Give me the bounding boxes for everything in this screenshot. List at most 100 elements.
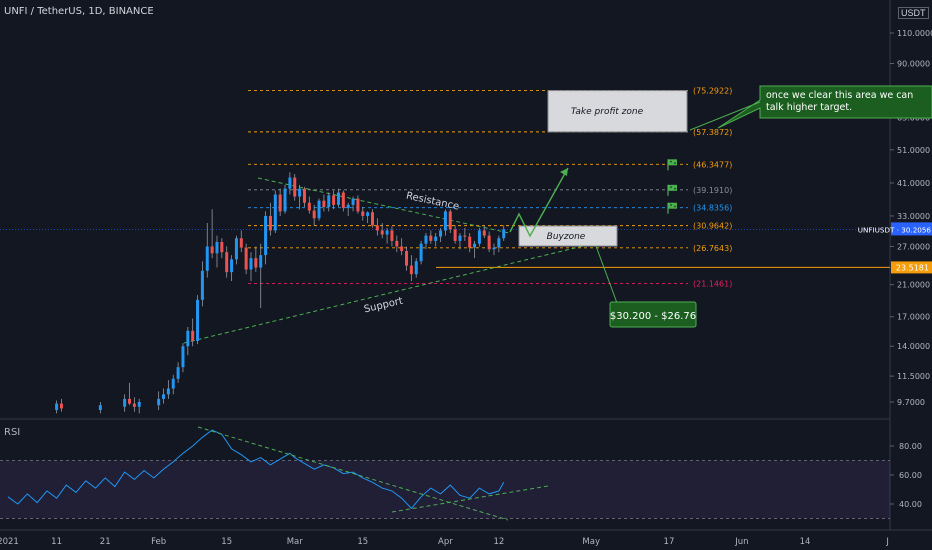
- candle-body: [123, 398, 127, 407]
- candle-body: [196, 299, 200, 341]
- candle-body: [132, 403, 136, 407]
- last-price-tag: [891, 222, 932, 236]
- candle-body: [293, 177, 297, 197]
- candle-body: [453, 229, 457, 241]
- candle-body: [502, 229, 506, 239]
- time-tick-label: Feb: [151, 537, 166, 547]
- candle-body: [210, 246, 214, 254]
- candle-body: [244, 247, 248, 270]
- candle-body: [191, 330, 195, 341]
- flag-icon: [667, 159, 677, 171]
- candle-body: [341, 192, 345, 208]
- candle-body: [336, 192, 340, 205]
- candle-body: [468, 236, 472, 248]
- candle-body: [463, 235, 467, 237]
- candle-body: [225, 252, 229, 273]
- candle-body: [448, 211, 452, 230]
- candle-body: [137, 402, 141, 407]
- candle-body: [307, 202, 311, 211]
- candle-body: [346, 204, 350, 208]
- rsi-line: [7, 429, 505, 510]
- price-tick-label: 27.0000: [897, 242, 930, 251]
- time-tick-label: Apr: [438, 537, 453, 547]
- candle-body: [59, 403, 63, 409]
- candle-body: [473, 243, 477, 248]
- candle-body: [157, 398, 161, 406]
- candle-body: [380, 230, 384, 235]
- candle-body: [434, 236, 438, 241]
- time-tick-label: 17: [664, 537, 675, 547]
- level-label: (21.1461): [693, 280, 732, 289]
- candle-body: [482, 230, 486, 236]
- candle-body: [128, 398, 131, 404]
- flag-icon: [667, 202, 677, 214]
- candle-body: [264, 215, 268, 256]
- time-tick-label: 2021: [0, 537, 19, 547]
- candle-body: [395, 240, 399, 247]
- candle-body: [414, 261, 418, 275]
- candle-body: [181, 346, 185, 368]
- callout-top-line2: talk higher target.: [766, 102, 852, 113]
- candle-body: [477, 230, 481, 244]
- candle-body: [497, 238, 501, 248]
- level-label: (39.1910): [693, 186, 732, 195]
- candle-body: [55, 403, 59, 411]
- callout-bottom-label: $30.200 - $26.76: [610, 311, 696, 322]
- price-tick-label: 41.0000: [897, 179, 930, 188]
- price-tick-label: 17.0000: [897, 313, 930, 322]
- candle-body: [249, 258, 253, 270]
- rsi-tick-label: 80.00: [899, 442, 922, 451]
- buyzone-box: [518, 225, 618, 247]
- candle-body: [205, 246, 209, 271]
- projection-path: [509, 167, 569, 238]
- candle-body: [322, 200, 326, 208]
- candle-body: [283, 188, 287, 212]
- currency-label[interactable]: USDT: [898, 7, 929, 19]
- candle-body: [366, 212, 370, 216]
- candle-body: [278, 194, 282, 212]
- time-tick-label: 15: [221, 537, 232, 547]
- time-tick-label: 12: [493, 537, 504, 547]
- candle-body: [487, 235, 491, 250]
- rsi-tick-label: 40.00: [899, 500, 922, 509]
- candle-body: [171, 378, 175, 389]
- flag-icon: [667, 184, 677, 196]
- candle-body: [186, 330, 190, 347]
- time-tick-label: 21: [100, 537, 111, 547]
- callout-top-pointer: [689, 101, 761, 131]
- candle-body: [239, 238, 243, 248]
- time-tick-label: 11: [51, 537, 62, 547]
- symbol-label[interactable]: UNFI / TetherUS, 1D, BINANCE: [4, 6, 154, 17]
- price-tick-label: 110.0000: [897, 29, 932, 38]
- price-tick-label: 14.0000: [897, 342, 930, 351]
- rsi-label[interactable]: RSI: [4, 427, 21, 438]
- candle-body: [317, 200, 321, 219]
- price-tick-label: 51.0000: [897, 146, 930, 155]
- candle-body: [176, 367, 180, 379]
- callout-bottom-bubble: [609, 301, 697, 328]
- level-label: (75.2922): [693, 87, 732, 96]
- level-label: (34.8356): [693, 204, 732, 213]
- level-label: (26.7643): [693, 244, 732, 253]
- level-label: (30.9642): [693, 222, 732, 231]
- candle-body: [200, 270, 204, 300]
- candle-body: [288, 177, 292, 189]
- candle-body: [375, 225, 379, 231]
- rsi-resistance-trendline: [197, 426, 509, 521]
- candle-body: [298, 188, 302, 197]
- time-tick-label: May: [582, 537, 600, 547]
- candle-body: [220, 242, 224, 253]
- candle-body: [98, 405, 102, 411]
- candle-body: [273, 194, 277, 231]
- time-tick-label: 15: [357, 537, 368, 547]
- time-tick-label: Mar: [287, 537, 304, 547]
- candle-body: [458, 235, 462, 241]
- candle-body: [443, 211, 447, 231]
- candle-body: [162, 394, 166, 399]
- time-tick-label: J: [885, 537, 889, 547]
- candle-body: [385, 230, 389, 235]
- time-tick-label: Jun: [734, 537, 748, 547]
- candle-body: [351, 198, 355, 205]
